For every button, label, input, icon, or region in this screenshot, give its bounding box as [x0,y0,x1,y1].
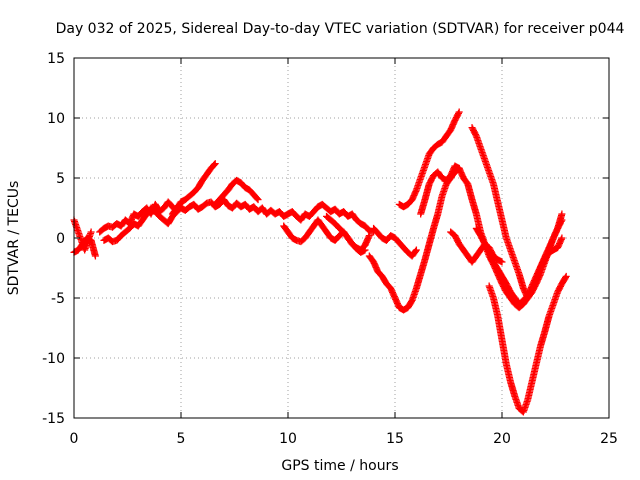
axis-ticks [73,57,610,419]
x-tick-label: 15 [386,431,404,447]
data-point [454,109,462,117]
data-point [365,232,373,240]
data-point [210,161,218,169]
data-point [254,196,262,204]
y-tick-label: 15 [47,51,65,67]
data-points [70,108,570,416]
y-tick-label: -10 [42,351,65,367]
data-point [91,252,99,260]
x-tick-label: 25 [600,431,618,447]
y-tick-labels: 15 10 5 0 -5 -10 -15 [42,51,65,427]
data-point [558,234,566,242]
data-point [455,108,463,116]
x-tick-label: 0 [70,431,79,447]
data-point [561,274,569,282]
data-point [558,210,566,218]
y-tick-label: -5 [51,291,65,307]
x-tick-label: 20 [493,431,511,447]
x-tick-labels: 0 5 10 15 20 25 [70,431,618,447]
y-axis-label: SDTVAR / TECUs [6,181,22,296]
data-point [361,246,369,254]
chart-title: Day 032 of 2025, Sidereal Day-to-day VTE… [56,21,625,37]
x-tick-label: 5 [177,431,186,447]
data-point [412,246,420,254]
y-tick-label: 0 [56,231,65,247]
x-tick-label: 10 [279,431,297,447]
data-point [412,247,420,255]
data-point [562,272,570,280]
data-point [253,195,261,203]
data-point [211,160,219,168]
y-tick-label: 5 [56,171,65,187]
data-point [498,258,506,266]
data-point [87,228,95,236]
x-axis-label: GPS time / hours [281,458,398,474]
y-tick-label: -15 [42,411,65,427]
y-tick-label: 10 [47,111,65,127]
